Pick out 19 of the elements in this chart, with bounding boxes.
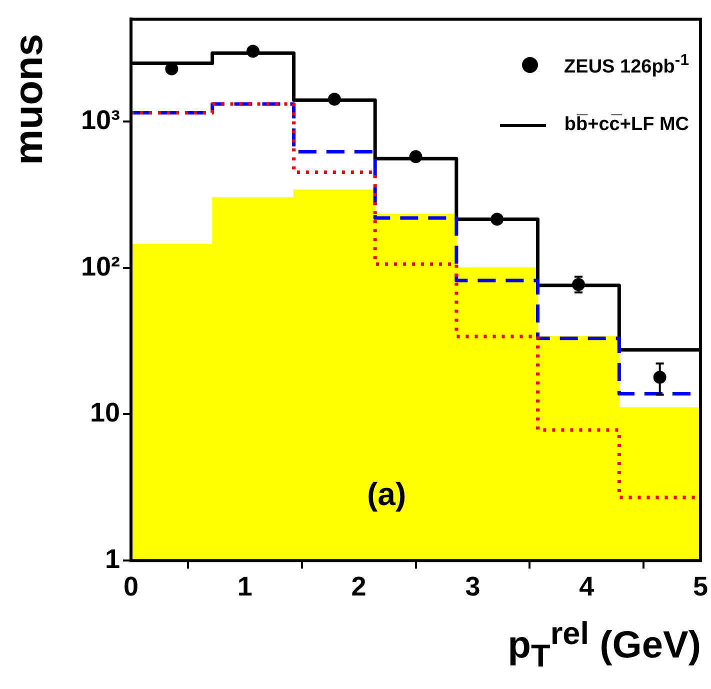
y-tick-label: 10³ bbox=[80, 104, 120, 135]
point bbox=[490, 212, 504, 226]
legend-label: bb̅+cc̅+LF MC bbox=[564, 114, 689, 136]
y-axis-title: muons bbox=[7, 34, 51, 165]
annotation: (a) bbox=[367, 476, 406, 513]
point bbox=[409, 150, 422, 164]
y-tick-label: 10 bbox=[90, 398, 120, 428]
point bbox=[328, 92, 341, 106]
x-tick-label: 0 bbox=[124, 571, 139, 602]
x-tick-label: 1 bbox=[237, 571, 252, 602]
x-tick-label: 3 bbox=[465, 571, 480, 602]
y-tick-label: 1 bbox=[104, 544, 120, 574]
x-tick-label: 4 bbox=[579, 571, 594, 602]
x-tick-label: 5 bbox=[692, 571, 708, 602]
point bbox=[246, 44, 260, 58]
x-axis-title: p$_{T}$$^{rel}$ (GeV) bbox=[508, 615, 701, 674]
y-tick-label: 10² bbox=[80, 251, 120, 282]
legend-label: ZEUS 126pb$^{-1}$ bbox=[564, 52, 689, 78]
x-tick-label: 2 bbox=[351, 571, 366, 602]
